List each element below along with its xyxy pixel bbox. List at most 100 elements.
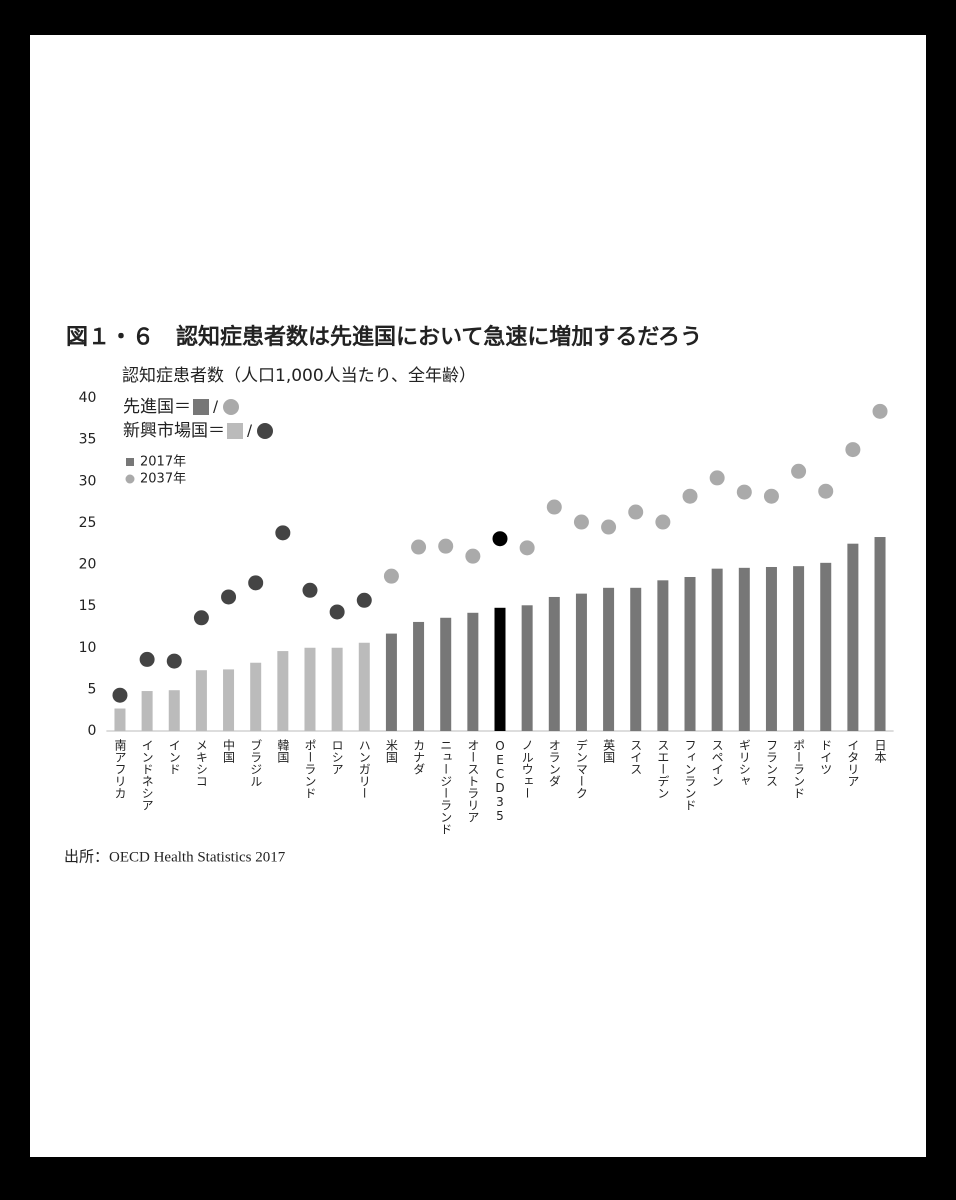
legend-group-label: 新興市場国＝	[123, 421, 225, 441]
y-tick-label: 40	[79, 390, 97, 406]
dot	[221, 589, 237, 605]
x-tick-label: デンマーク	[574, 739, 588, 799]
bar	[657, 580, 669, 731]
dot	[818, 483, 834, 499]
bar	[711, 568, 723, 731]
dot	[791, 463, 807, 479]
bar	[684, 576, 696, 731]
x-tick-label: ポーランド	[303, 739, 317, 799]
bar	[358, 642, 370, 731]
legend-label: 2017年	[140, 455, 186, 470]
bar	[331, 647, 343, 731]
x-tick-label: スエーデン	[656, 739, 670, 799]
x-tick-label: ノルウェー	[520, 739, 534, 799]
x-tick-label: オーストラリア	[466, 739, 480, 823]
source: 出所：OECD Health Statistics 2017	[64, 848, 286, 865]
bar	[304, 647, 316, 731]
bar	[820, 562, 832, 731]
dot	[275, 525, 291, 541]
x-tick-label: ドイツ	[819, 739, 833, 775]
x-tick-label: インドネシア	[140, 739, 154, 811]
bar	[141, 691, 153, 731]
dot	[411, 539, 427, 555]
dot	[193, 610, 209, 626]
legend-label: 2037年	[140, 472, 186, 487]
dot	[383, 568, 399, 584]
dot	[329, 604, 345, 620]
y-tick-label: 20	[79, 557, 97, 573]
bar	[223, 669, 235, 731]
bar	[548, 596, 560, 731]
bar	[440, 617, 452, 731]
x-tick-label: 米国	[384, 739, 398, 763]
bar	[250, 662, 262, 731]
legend-group-dot	[223, 399, 239, 415]
x-tick-label: インド	[167, 739, 181, 775]
dot	[736, 484, 752, 500]
bar	[575, 593, 587, 731]
dot	[112, 687, 128, 703]
dot	[492, 531, 508, 547]
dot	[872, 403, 888, 419]
x-tick-label: ハンガリー	[357, 739, 371, 799]
legend-group-label: 先進国＝	[123, 397, 191, 417]
bar	[738, 567, 750, 731]
x-tick-label: OECD35	[493, 739, 507, 823]
bar	[277, 651, 289, 731]
x-tick-label: 南アフリカ	[113, 738, 127, 799]
dot	[601, 519, 617, 535]
x-tick-label: カナダ	[412, 739, 426, 775]
bar	[195, 670, 207, 731]
y-tick-label: 5	[87, 681, 96, 697]
bar	[793, 566, 805, 731]
x-tick-label: ロシア	[330, 739, 344, 775]
y-axis-label: 認知症患者数（人口1,000人当たり、全年齢）	[122, 366, 476, 386]
x-tick-label: ポーランド	[792, 739, 806, 799]
dot	[655, 514, 671, 530]
y-tick-label: 10	[79, 640, 97, 656]
legend-marker	[126, 458, 134, 466]
dot	[519, 540, 535, 556]
bar	[494, 607, 506, 731]
bar	[168, 690, 180, 731]
legend-marker	[125, 474, 135, 484]
bar	[385, 633, 397, 731]
dot	[438, 538, 454, 554]
x-tick-label: イタリア	[846, 739, 860, 787]
x-tick-label: スペイン	[710, 739, 724, 787]
bar	[630, 587, 642, 731]
dot	[573, 514, 589, 530]
x-tick-label: 日本	[873, 739, 887, 764]
y-tick-label: 35	[79, 432, 97, 448]
legend-group-separator: /	[213, 398, 219, 416]
x-tick-label: ギリシャ	[737, 739, 751, 787]
x-tick-label: ニュージーランド	[439, 739, 453, 835]
dot	[546, 499, 562, 515]
dot	[356, 592, 372, 608]
x-tick-label: 中国	[222, 738, 236, 763]
dot	[166, 653, 182, 669]
page-area	[30, 35, 926, 1157]
dot	[248, 575, 264, 591]
x-tick-label: 英国	[602, 739, 616, 763]
x-tick-label: スイス	[629, 739, 643, 775]
bar	[467, 612, 479, 731]
y-tick-label: 15	[79, 598, 97, 614]
x-tick-label: オランダ	[547, 739, 561, 787]
bar	[114, 708, 126, 731]
bar	[874, 537, 886, 731]
bar	[765, 566, 777, 731]
dot	[709, 470, 725, 486]
legend-group-bar	[193, 399, 209, 415]
x-tick-label: 韓国	[276, 739, 290, 763]
chart-title: 図１・６ 認知症患者数は先進国において急速に増加するだろう	[66, 324, 702, 350]
y-tick-label: 0	[87, 723, 96, 739]
bar	[521, 605, 533, 731]
y-tick-label: 25	[79, 515, 97, 531]
legend-group-dot	[257, 423, 273, 439]
dot	[628, 504, 644, 520]
dot	[682, 488, 698, 504]
x-tick-label: メキシコ	[194, 739, 208, 787]
